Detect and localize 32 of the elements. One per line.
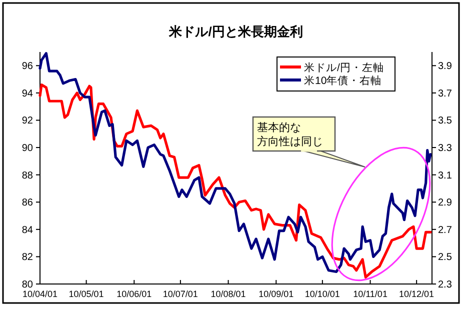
y-tick-label: 80 — [22, 280, 34, 290]
y-tick-label: 94 — [22, 88, 34, 100]
x-tick-label: 10/08/01 — [210, 289, 246, 299]
y-tick-label: 96 — [22, 61, 34, 72]
y-tick-label: 88 — [22, 170, 34, 182]
x-tick-label: 10/10/01 — [304, 289, 340, 299]
y2-tick-label: 2.3 — [438, 280, 452, 290]
y2-tick-label: 3.7 — [438, 88, 452, 100]
legend-label: 米10年債・右軸 — [304, 74, 382, 87]
x-tick-label: 10/12/01 — [399, 289, 434, 299]
x-tick-label: 10/09/01 — [258, 289, 294, 299]
y2-tick-label: 3.1 — [438, 170, 452, 182]
annotation: 基本的な — [257, 121, 301, 134]
y2-tick-label: 3.5 — [438, 116, 452, 127]
y2-tick-label: 2.5 — [438, 252, 452, 264]
y-tick-label: 92 — [22, 116, 34, 127]
x-tick-label: 10/05/01 — [68, 289, 104, 299]
y2-tick-label: 2.7 — [438, 224, 452, 236]
legend-label: 米ドル/円・左軸 — [304, 61, 384, 74]
y2-tick-label: 3.9 — [438, 61, 452, 72]
x-tick-label: 10/04/01 — [22, 289, 58, 299]
y2-tick-label: 3.3 — [438, 143, 452, 154]
x-tick-label: 10/06/01 — [116, 289, 152, 299]
y2-tick-label: 2.9 — [438, 198, 452, 209]
y-tick-label: 82 — [22, 252, 34, 264]
y-tick-label: 90 — [22, 143, 34, 154]
y-tick-label: 86 — [22, 198, 34, 209]
annotation: 方向性は同じ — [257, 135, 323, 148]
x-tick-label: 10/11/01 — [353, 289, 388, 299]
y-tick-label: 84 — [22, 224, 34, 236]
chart-title: 米ドル/円と米長期金利 — [168, 24, 303, 39]
x-tick-label: 10/07/01 — [162, 289, 198, 299]
